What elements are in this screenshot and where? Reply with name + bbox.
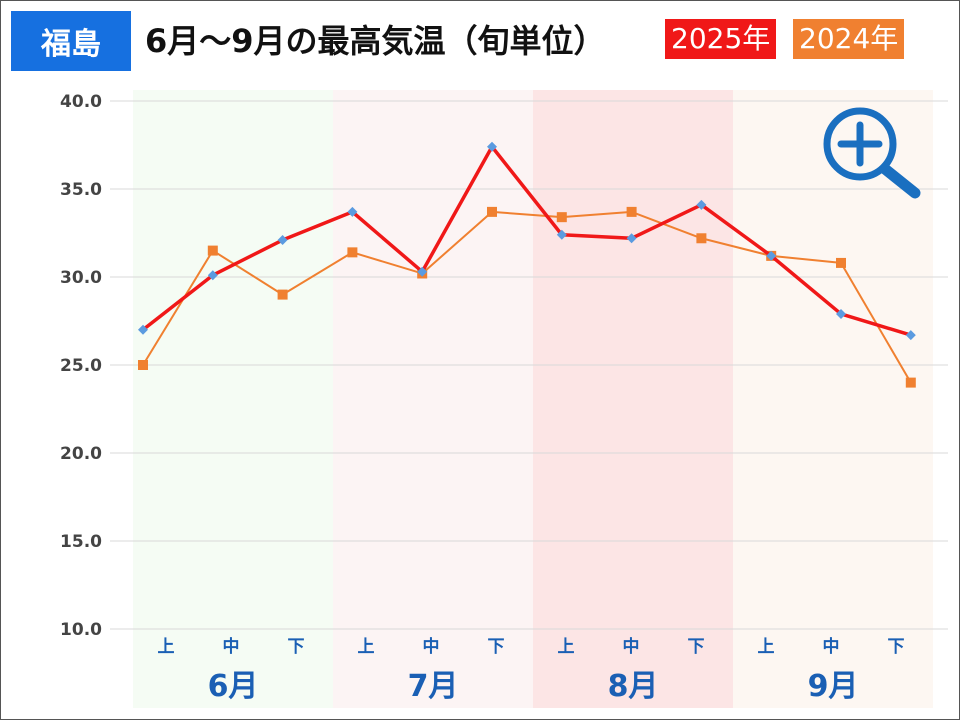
legend-2024: 2024年: [793, 19, 905, 59]
x-tick-label: 中: [223, 636, 240, 657]
data-point-2025: [417, 266, 428, 277]
y-tick-label: 35.0: [60, 180, 102, 200]
x-tick-label: 下: [288, 637, 305, 657]
y-tick-label: 40.0: [60, 92, 102, 112]
x-tick-label: 上: [358, 637, 375, 657]
x-tick-label: 下: [488, 637, 505, 657]
data-point-2025: [836, 308, 846, 319]
data-point-2024: [556, 212, 567, 223]
data-point-2024: [138, 360, 148, 370]
month-band: [333, 90, 533, 708]
y-tick-label: 25.0: [60, 356, 102, 376]
x-tick-label: 下: [688, 637, 705, 657]
x-tick-label: 上: [758, 637, 775, 657]
x-tick-label: 上: [558, 637, 575, 657]
data-point-2024: [207, 245, 218, 256]
data-point-2025: [766, 250, 777, 261]
month-label: 7月: [408, 669, 459, 704]
chart-title: 6月～9月の最高気温（旬単位）: [145, 22, 606, 60]
x-tick-label: 中: [423, 636, 440, 657]
data-point-2024: [836, 257, 846, 268]
data-point-2024: [905, 377, 916, 388]
month-label: 6月: [208, 669, 259, 704]
series-2025-line: [141, 145, 912, 337]
x-tick-label: 中: [823, 636, 840, 657]
zoom-in-magnifier-icon[interactable]: [823, 107, 921, 199]
y-tick-label: 10.0: [60, 620, 102, 640]
data-point-2025: [626, 233, 637, 244]
legend-2025: 2025年: [665, 19, 777, 59]
data-point-2024: [696, 233, 707, 244]
y-tick-label: 15.0: [60, 532, 102, 552]
data-point-2025: [347, 206, 358, 217]
month-label: 8月: [608, 669, 659, 704]
month-band: [733, 90, 933, 708]
month-band: [133, 90, 333, 708]
data-point-2025: [556, 229, 567, 240]
data-point-2025: [207, 270, 218, 281]
data-point-2025: [277, 235, 288, 246]
x-tick-label: 中: [623, 636, 640, 657]
month-label: 9月: [808, 669, 859, 704]
series-2024-line: [142, 210, 912, 384]
x-tick-label: 上: [158, 637, 175, 657]
data-point-2024: [487, 206, 497, 217]
month-band: [533, 90, 733, 708]
data-point-2024: [626, 206, 637, 217]
data-point-2024: [347, 247, 358, 258]
x-tick-label: 下: [888, 637, 905, 657]
data-point-2025: [905, 330, 916, 341]
y-tick-label: 20.0: [60, 444, 102, 464]
data-point-2025: [696, 199, 707, 210]
data-point-2025: [138, 324, 148, 335]
place-badge: 福島: [11, 11, 131, 71]
y-tick-label: 30.0: [60, 268, 102, 288]
data-point-2024: [277, 289, 288, 300]
data-point-2025: [487, 141, 497, 152]
